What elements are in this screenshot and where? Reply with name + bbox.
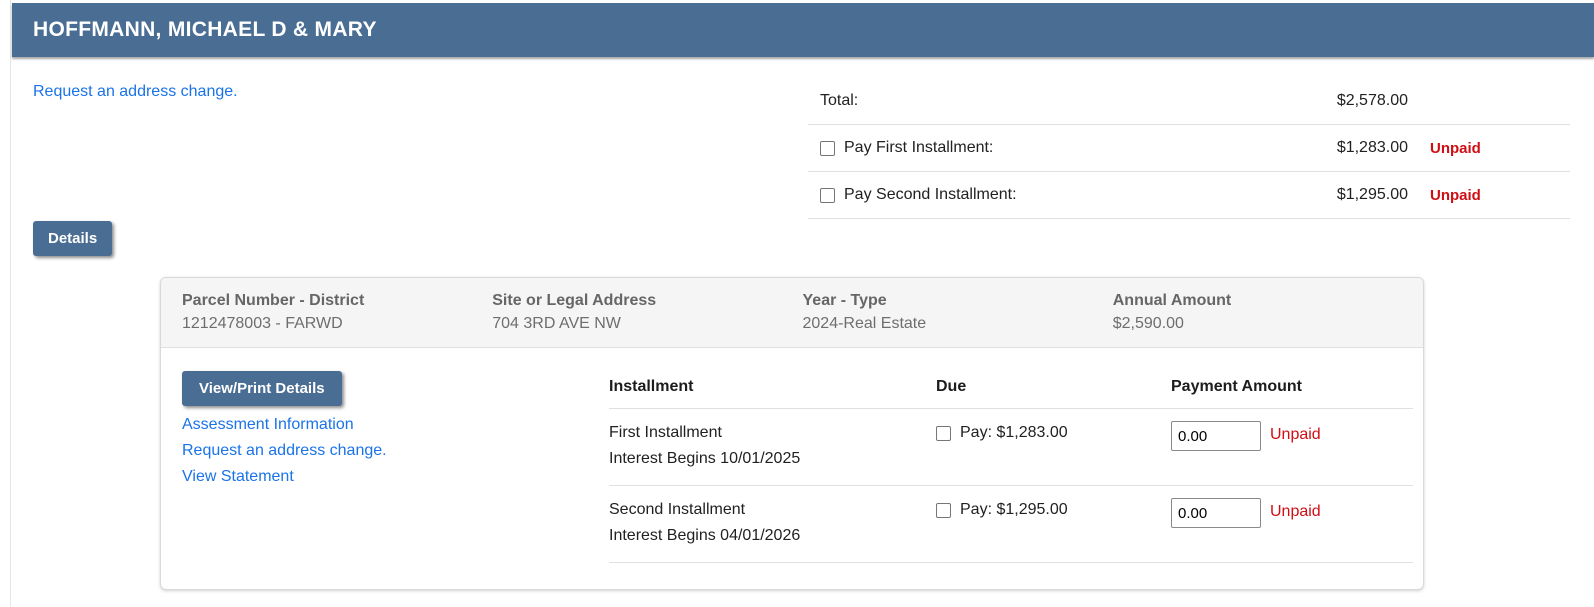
annual-amount-value: $2,590.00 bbox=[1112, 315, 1184, 332]
second-installment-table-row: Second Installment Interest Begins 04/01… bbox=[609, 486, 1413, 563]
first-installment-payment-cell: Unpaid bbox=[1171, 420, 1413, 472]
site-address-label: Site or Legal Address bbox=[492, 292, 657, 309]
address-change-link-card[interactable]: Request an address change. bbox=[182, 442, 387, 459]
address-change-link-top[interactable]: Request an address change. bbox=[33, 83, 238, 100]
first-installment-amount: $1,283.00 bbox=[1336, 139, 1408, 156]
pay-second-installment-row: Pay Second Installment: $1,295.00 Unpaid bbox=[808, 172, 1570, 219]
installment-table: Installment Due Payment Amount First Ins… bbox=[609, 348, 1413, 563]
taxpayer-name: HOFFMANN, MICHAEL D & MARY bbox=[33, 18, 377, 41]
col-due: Due bbox=[936, 378, 967, 395]
first-installment-info: First Installment Interest Begins 10/01/… bbox=[609, 420, 936, 472]
summary-col-parcel: Parcel Number - District 1212478003 - FA… bbox=[182, 292, 492, 333]
pay-first-installment-label: Pay First Installment: bbox=[844, 139, 994, 156]
total-label: Total: bbox=[820, 92, 859, 109]
interest-begins: Interest Begins 10/01/2025 bbox=[609, 450, 801, 467]
parcel-details-card: Parcel Number - District 1212478003 - FA… bbox=[160, 277, 1424, 590]
second-installment-status-badge: Unpaid bbox=[1430, 186, 1481, 204]
second-installment-row-status: Unpaid bbox=[1270, 503, 1321, 520]
installment-name: First Installment bbox=[609, 424, 722, 441]
pay-second-installment-checkbox[interactable] bbox=[820, 187, 835, 203]
second-installment-info: Second Installment Interest Begins 04/01… bbox=[609, 497, 936, 549]
first-installment-amount-input[interactable] bbox=[1171, 421, 1261, 451]
page-left-border bbox=[10, 0, 11, 607]
parcel-details-body: View/Print Details Assessment Informatio… bbox=[161, 348, 1423, 589]
first-installment-pay-checkbox[interactable] bbox=[936, 426, 951, 441]
pay-first-installment-row: Pay First Installment: $1,283.00 Unpaid bbox=[808, 125, 1570, 172]
installment-name: Second Installment bbox=[609, 501, 746, 518]
second-installment-amount: $1,295.00 bbox=[1336, 186, 1408, 203]
year-type-value: 2024-Real Estate bbox=[802, 315, 927, 332]
first-installment-due-cell: Pay: $1,283.00 bbox=[936, 420, 1171, 472]
second-installment-payment-cell: Unpaid bbox=[1171, 497, 1413, 549]
summary-col-year-type: Year - Type 2024-Real Estate bbox=[803, 292, 1113, 333]
second-installment-due-cell: Pay: $1,295.00 bbox=[936, 497, 1171, 549]
summary-col-address: Site or Legal Address 704 3RD AVE NW bbox=[492, 292, 802, 333]
interest-begins: Interest Begins 04/01/2026 bbox=[609, 527, 801, 544]
summary-col-annual-amount: Annual Amount $2,590.00 bbox=[1113, 292, 1423, 333]
first-installment-table-row: First Installment Interest Begins 10/01/… bbox=[609, 409, 1413, 486]
parcel-summary-header: Parcel Number - District 1212478003 - FA… bbox=[161, 278, 1423, 348]
parcel-number-label: Parcel Number - District bbox=[182, 292, 365, 309]
details-button[interactable]: Details bbox=[33, 221, 113, 256]
totals-summary: Total: $2,578.00 Pay First Installment: … bbox=[808, 78, 1570, 219]
site-address-value: 704 3RD AVE NW bbox=[492, 315, 621, 332]
year-type-label: Year - Type bbox=[802, 292, 887, 309]
total-row: Total: $2,578.00 bbox=[808, 78, 1570, 125]
assessment-information-link[interactable]: Assessment Information bbox=[182, 416, 354, 433]
parcel-actions: View/Print Details Assessment Informatio… bbox=[182, 371, 387, 490]
annual-amount-label: Annual Amount bbox=[1112, 292, 1232, 309]
view-statement-link[interactable]: View Statement bbox=[182, 468, 294, 485]
second-installment-amount-input[interactable] bbox=[1171, 498, 1261, 528]
parcel-links: Assessment Information Request an addres… bbox=[182, 412, 387, 490]
taxpayer-name-header: HOFFMANN, MICHAEL D & MARY bbox=[12, 3, 1594, 57]
installment-table-header: Installment Due Payment Amount bbox=[609, 378, 1413, 409]
second-installment-pay-label: Pay: $1,295.00 bbox=[960, 501, 1068, 518]
col-installment: Installment bbox=[609, 378, 694, 395]
second-installment-pay-checkbox[interactable] bbox=[936, 503, 951, 518]
parcel-number-value: 1212478003 - FARWD bbox=[182, 315, 343, 332]
total-amount: $2,578.00 bbox=[1336, 92, 1408, 109]
pay-first-installment-checkbox[interactable] bbox=[820, 140, 835, 156]
view-print-details-button[interactable]: View/Print Details bbox=[182, 371, 342, 406]
first-installment-status-badge: Unpaid bbox=[1430, 139, 1481, 157]
col-payment-amount: Payment Amount bbox=[1171, 378, 1302, 395]
pay-second-installment-label: Pay Second Installment: bbox=[844, 186, 1017, 203]
first-installment-row-status: Unpaid bbox=[1270, 426, 1321, 443]
first-installment-pay-label: Pay: $1,283.00 bbox=[960, 424, 1068, 441]
